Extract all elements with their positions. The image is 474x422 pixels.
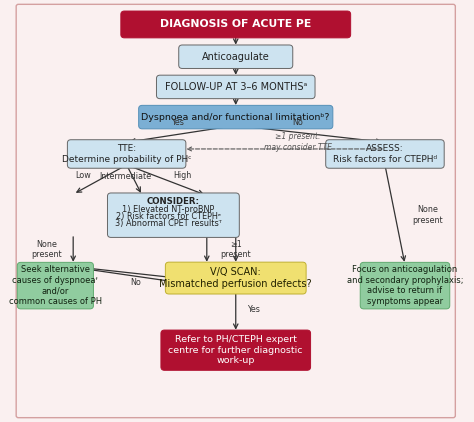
Text: Refer to PH/CTEPH expert
centre for further diagnostic
work-up: Refer to PH/CTEPH expert centre for furt… xyxy=(168,335,303,365)
FancyBboxPatch shape xyxy=(326,140,444,168)
FancyBboxPatch shape xyxy=(165,262,306,294)
FancyBboxPatch shape xyxy=(161,330,310,370)
Text: No: No xyxy=(292,118,303,127)
Text: Yes: Yes xyxy=(172,118,184,127)
Text: Anticoagulate: Anticoagulate xyxy=(202,52,270,62)
Text: ≥1
present: ≥1 present xyxy=(220,240,251,259)
Text: 2) Risk factors for CTEPHᵉ: 2) Risk factors for CTEPHᵉ xyxy=(116,212,221,221)
FancyBboxPatch shape xyxy=(67,140,186,168)
FancyBboxPatch shape xyxy=(108,193,239,238)
Text: CONSIDER:: CONSIDER: xyxy=(147,197,200,206)
Text: FOLLOW-UP AT 3–6 MONTHSᵃ: FOLLOW-UP AT 3–6 MONTHSᵃ xyxy=(164,82,307,92)
Text: Focus on anticoagulation
and secondary prophylaxis;
advise to return if
symptoms: Focus on anticoagulation and secondary p… xyxy=(347,265,463,306)
Text: None
present: None present xyxy=(31,240,62,259)
Text: Intermediate: Intermediate xyxy=(99,172,151,181)
Text: ASSESS:
Risk factors for CTEPHᵈ: ASSESS: Risk factors for CTEPHᵈ xyxy=(333,144,437,164)
Text: V/Q SCAN:
Mismatched perfusion defects?: V/Q SCAN: Mismatched perfusion defects? xyxy=(159,267,312,289)
Text: TTE:
Determine probability of PHᶜ: TTE: Determine probability of PHᶜ xyxy=(62,144,191,164)
Text: Dyspnoea and/or functional limitationᵇ?: Dyspnoea and/or functional limitationᵇ? xyxy=(142,113,330,122)
Text: None
present: None present xyxy=(412,206,443,225)
FancyBboxPatch shape xyxy=(179,45,293,68)
FancyBboxPatch shape xyxy=(156,75,315,99)
Text: ≥1 present:
may consider TTE: ≥1 present: may consider TTE xyxy=(264,132,332,151)
Text: Low: Low xyxy=(75,171,91,180)
Text: 1) Elevated NT-proBNP: 1) Elevated NT-proBNP xyxy=(122,205,215,214)
Text: Yes: Yes xyxy=(247,305,260,314)
Text: High: High xyxy=(173,171,191,180)
FancyBboxPatch shape xyxy=(360,262,450,309)
Text: Seek alternative
causes of dyspnoeaᶠ
and/or
common causes of PH: Seek alternative causes of dyspnoeaᶠ and… xyxy=(9,265,102,306)
FancyBboxPatch shape xyxy=(139,106,333,129)
FancyBboxPatch shape xyxy=(121,11,351,38)
Text: DIAGNOSIS OF ACUTE PE: DIAGNOSIS OF ACUTE PE xyxy=(160,19,311,30)
FancyBboxPatch shape xyxy=(16,4,456,418)
FancyBboxPatch shape xyxy=(17,262,93,309)
Text: 3) Abnormal CPET resultsᵀ: 3) Abnormal CPET resultsᵀ xyxy=(115,219,222,228)
Text: No: No xyxy=(130,278,141,287)
